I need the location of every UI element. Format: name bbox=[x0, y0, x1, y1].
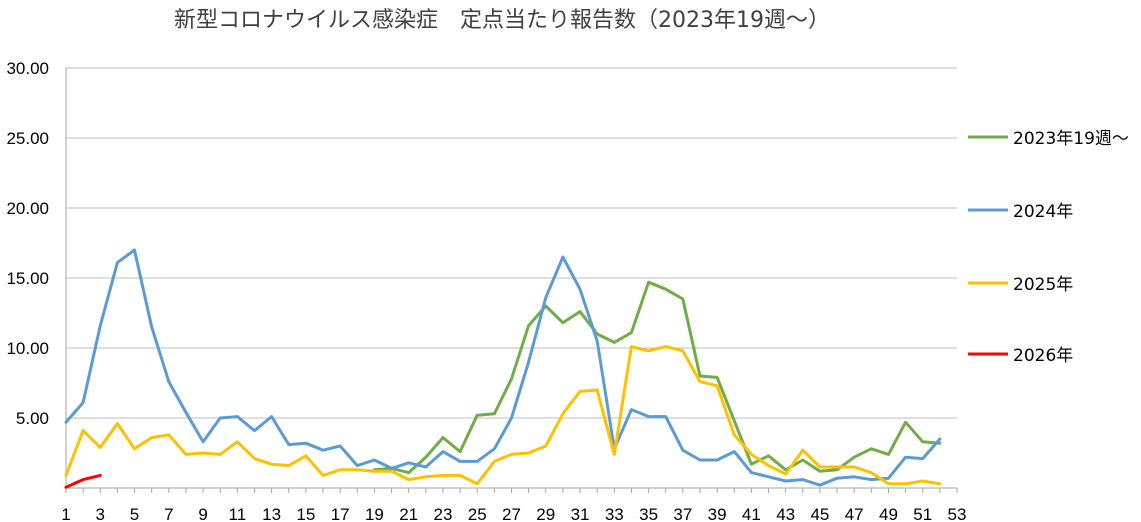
x-tick-label: 27 bbox=[502, 505, 521, 522]
x-tick-label: 7 bbox=[164, 505, 173, 522]
series-line bbox=[372, 280, 942, 475]
series-lines bbox=[64, 248, 942, 489]
x-tick-label: 49 bbox=[879, 505, 898, 522]
y-tick-label: 20.00 bbox=[6, 199, 49, 218]
y-tick-label: 30.00 bbox=[6, 59, 49, 78]
y-axis-ticks: 30.00 25.00 20.00 15.00 10.00 5.00 bbox=[6, 59, 49, 428]
legend: 2023年19週〜 2024年 2025年 2026年 bbox=[968, 129, 1129, 366]
x-tick-label: 39 bbox=[708, 505, 727, 522]
x-tick-label: 21 bbox=[399, 505, 418, 522]
x-tick-label: 15 bbox=[296, 505, 315, 522]
x-tick-label: 19 bbox=[365, 505, 384, 522]
x-tick-label: 51 bbox=[913, 505, 932, 522]
x-axis-ticks: 1 3 5 7 9 11 13 15 17 19 21 23 25 27 29 31 33 35 37 39 41 43 4… bbox=[61, 505, 966, 522]
grid-lines bbox=[66, 67, 957, 419]
legend-label: 2024年 bbox=[1013, 202, 1073, 222]
x-tick-label: 35 bbox=[639, 505, 658, 522]
x-tick-label: 13 bbox=[262, 505, 281, 522]
x-tick-label: 33 bbox=[605, 505, 624, 522]
y-tick-label: 15.00 bbox=[6, 269, 49, 288]
legend-label: 2026年 bbox=[1013, 346, 1073, 366]
x-tick-label: 41 bbox=[742, 505, 761, 522]
series-line bbox=[64, 248, 942, 487]
x-tick-label: 53 bbox=[948, 505, 967, 522]
x-tick-label: 23 bbox=[434, 505, 453, 522]
x-tick-label: 43 bbox=[776, 505, 795, 522]
x-tick-label: 11 bbox=[229, 505, 247, 522]
x-tick-label: 5 bbox=[130, 505, 139, 522]
legend-label: 2025年 bbox=[1013, 275, 1073, 295]
x-tick-label: 31 bbox=[571, 505, 590, 522]
y-tick-label: 5.00 bbox=[16, 409, 49, 428]
axes bbox=[65, 68, 958, 493]
legend-label: 2023年19週〜 bbox=[1013, 129, 1129, 149]
series-line bbox=[64, 473, 102, 489]
x-tick-label: 47 bbox=[845, 505, 864, 522]
y-tick-label: 10.00 bbox=[6, 339, 49, 358]
x-tick-label: 37 bbox=[673, 505, 692, 522]
x-tick-label: 9 bbox=[198, 505, 207, 522]
x-tick-label: 29 bbox=[536, 505, 555, 522]
x-tick-label: 3 bbox=[96, 505, 105, 522]
x-tick-label: 25 bbox=[468, 505, 487, 522]
series-line bbox=[64, 345, 942, 486]
y-tick-label: 25.00 bbox=[6, 129, 49, 148]
chart-title: 新型コロナウイルス感染症 定点当たり報告数（2023年19週〜） bbox=[174, 8, 830, 33]
x-tick-label: 17 bbox=[331, 505, 350, 522]
x-tick-label: 45 bbox=[810, 505, 829, 522]
x-tick-label: 1 bbox=[61, 505, 70, 522]
